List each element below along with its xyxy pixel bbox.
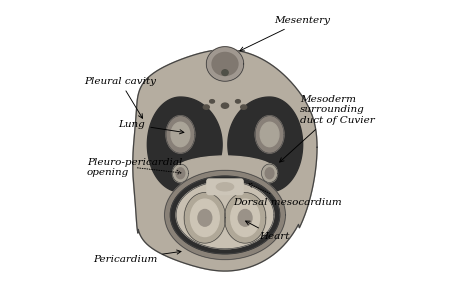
Ellipse shape [176,181,274,249]
Ellipse shape [260,122,279,147]
Ellipse shape [231,199,260,236]
Text: Mesoderm
surrounding
duct of Cuvier: Mesoderm surrounding duct of Cuvier [279,95,374,162]
Polygon shape [228,97,303,192]
Ellipse shape [184,193,226,243]
Text: Mesentery: Mesentery [240,16,330,51]
Ellipse shape [265,168,274,179]
Ellipse shape [224,193,266,243]
Ellipse shape [212,53,238,75]
FancyBboxPatch shape [207,179,243,194]
Polygon shape [147,97,222,192]
Text: Pleural cavity: Pleural cavity [84,77,156,118]
Ellipse shape [241,105,247,109]
Text: Lung: Lung [119,120,184,134]
Ellipse shape [222,70,228,75]
Ellipse shape [172,164,189,183]
Polygon shape [133,50,317,271]
Ellipse shape [216,183,234,191]
Ellipse shape [221,103,229,108]
Ellipse shape [210,100,215,103]
Ellipse shape [190,199,219,236]
Text: Pleuro-pericardial
opening: Pleuro-pericardial opening [87,158,182,177]
Ellipse shape [203,105,209,109]
Text: Dorsal mesocardium: Dorsal mesocardium [234,184,342,207]
Text: Heart: Heart [246,221,290,241]
Ellipse shape [238,210,252,226]
Text: Pericardium: Pericardium [93,250,181,264]
Ellipse shape [173,156,277,188]
Ellipse shape [165,171,285,260]
Ellipse shape [171,122,190,147]
Ellipse shape [255,116,284,153]
Ellipse shape [171,176,279,254]
Ellipse shape [261,164,278,183]
Ellipse shape [176,168,185,179]
Ellipse shape [166,116,195,153]
Ellipse shape [198,210,212,226]
Ellipse shape [235,100,240,103]
Ellipse shape [206,47,244,81]
